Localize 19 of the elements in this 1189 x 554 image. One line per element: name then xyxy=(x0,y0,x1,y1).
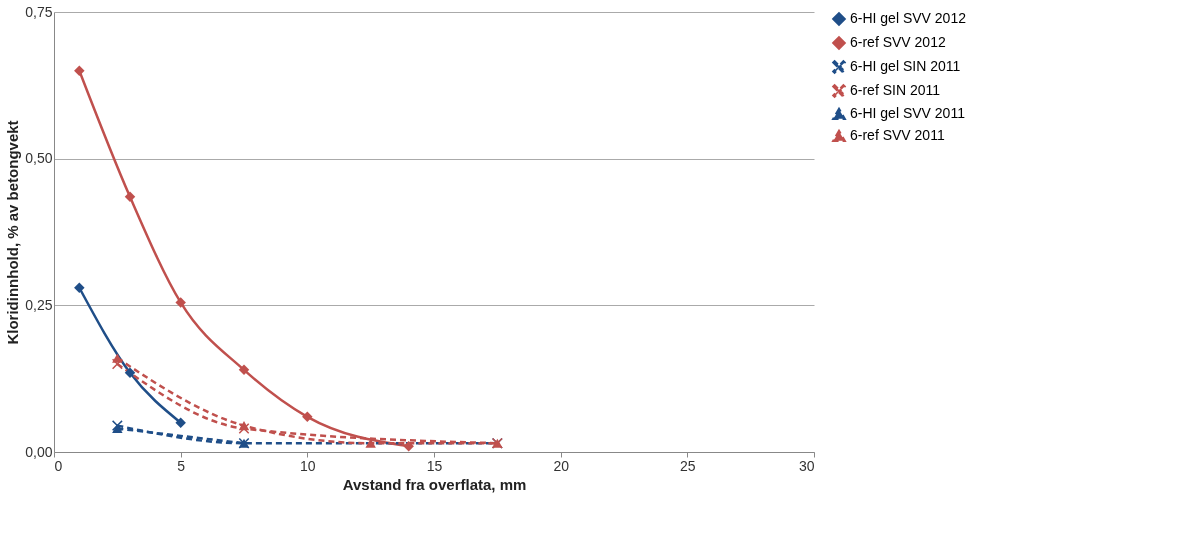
x-tick-label: 10 xyxy=(300,457,316,474)
legend-label: 6-HI gel SVV 2011 xyxy=(850,105,966,121)
x-tick-label: 5 xyxy=(177,457,186,474)
x-axis-title: Avstand fra overflata, mm xyxy=(342,475,527,493)
x-tick-label: 15 xyxy=(426,457,443,474)
x-tick-label: 20 xyxy=(553,457,570,474)
legend-label: 6-ref SVV 2011 xyxy=(850,127,945,143)
y-tick-label: 0,25 xyxy=(25,296,53,313)
legend-label: 6-ref SIN 2011 xyxy=(850,82,941,98)
y-tick-label: 0,50 xyxy=(25,150,53,167)
y-tick-label: 0,00 xyxy=(25,443,53,460)
x-tick-label: 30 xyxy=(798,457,815,474)
legend-label: 6-ref SVV 2012 xyxy=(850,34,946,50)
legend-label: 6-HI gel SVV 2012 xyxy=(850,10,967,26)
x-tick-label: 25 xyxy=(680,457,696,474)
y-axis-title: Kloridinnhold, % av betongvekt xyxy=(4,120,22,345)
x-tick-label: 0 xyxy=(54,457,63,474)
y-tick-label: 0,75 xyxy=(25,3,53,20)
legend-label: 6-HI gel SIN 2011 xyxy=(850,58,961,74)
